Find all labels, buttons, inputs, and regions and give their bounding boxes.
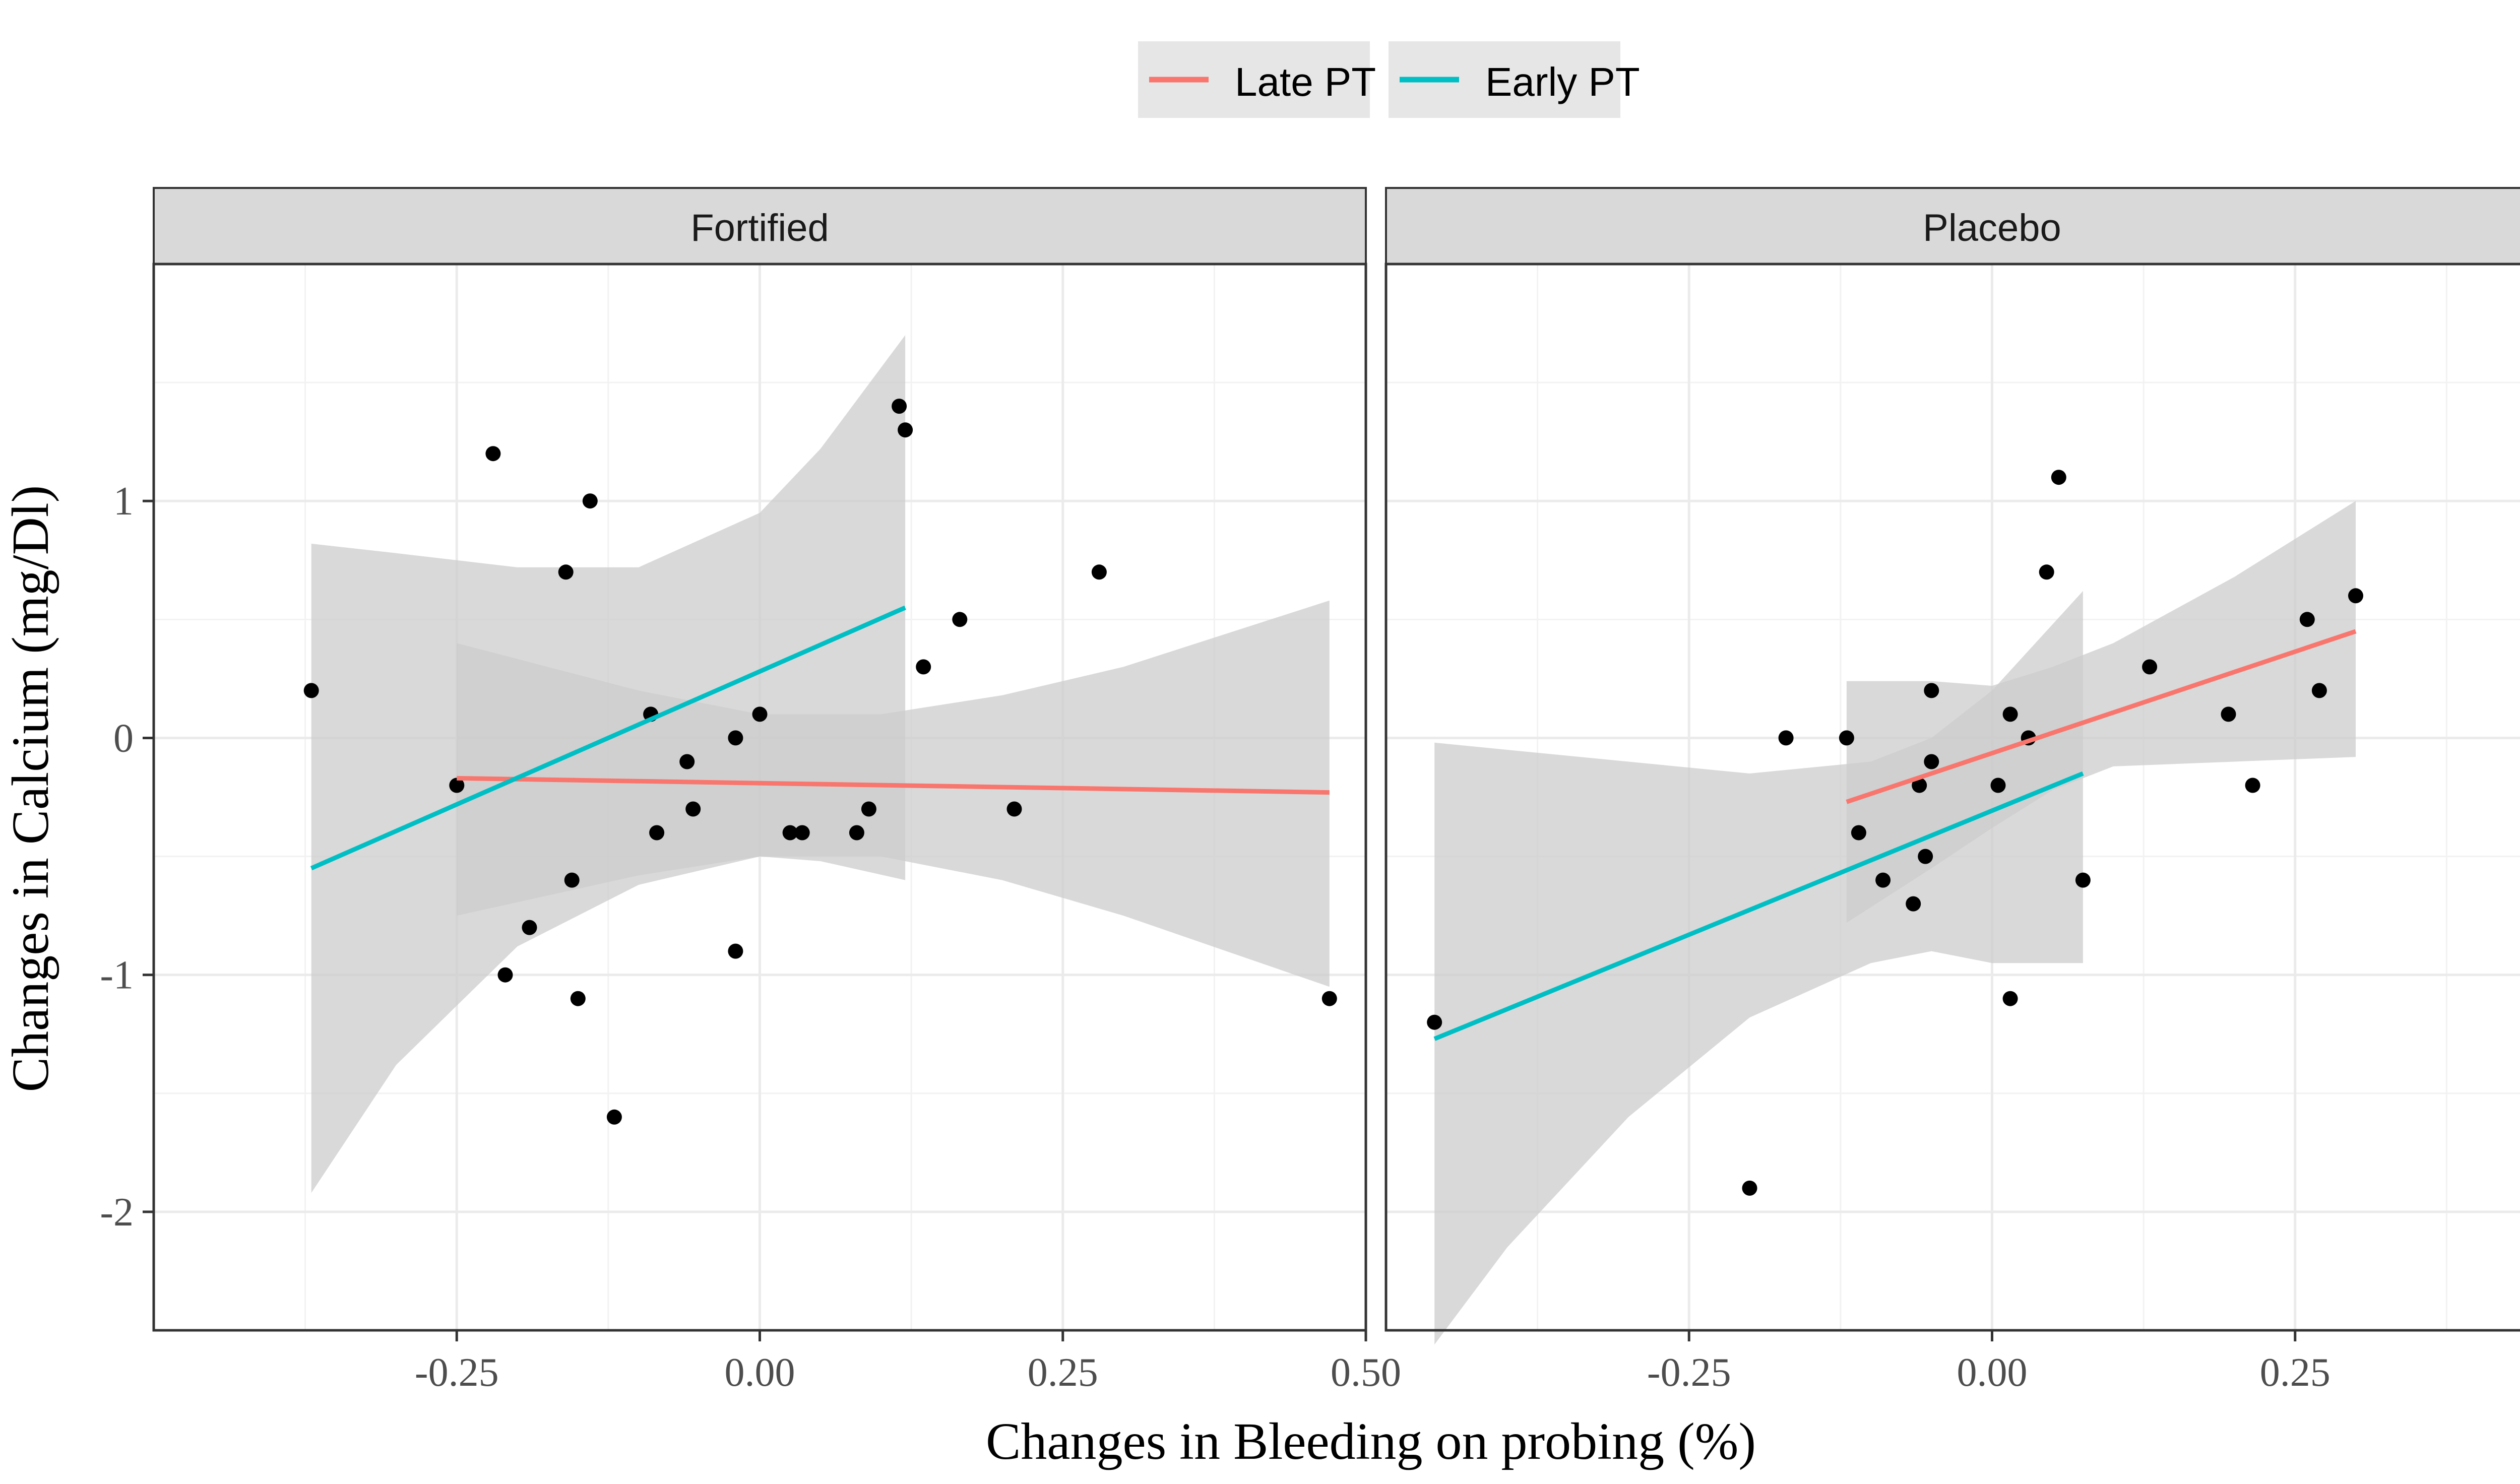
data-point bbox=[1875, 872, 1891, 888]
x-tick-label: 0.00 bbox=[725, 1350, 795, 1395]
data-point bbox=[303, 683, 319, 698]
data-point bbox=[1321, 991, 1337, 1006]
data-point bbox=[1918, 849, 1933, 864]
x-tick-label: 0.00 bbox=[1957, 1350, 2028, 1395]
data-point bbox=[649, 825, 665, 841]
data-point bbox=[2002, 991, 2018, 1006]
data-point bbox=[861, 801, 876, 817]
data-point bbox=[898, 422, 913, 438]
data-point bbox=[1906, 896, 1921, 912]
facet-title-placebo: Placebo bbox=[1923, 207, 2061, 249]
data-point bbox=[1839, 730, 1854, 746]
data-point bbox=[1912, 778, 1927, 793]
x-tick-label: -0.25 bbox=[415, 1350, 499, 1395]
legend: Late PT Early PT bbox=[1138, 41, 1640, 118]
data-point bbox=[1924, 683, 1939, 698]
data-point bbox=[685, 801, 701, 817]
data-point bbox=[916, 659, 931, 675]
facet-strip-fortified bbox=[153, 187, 1367, 265]
data-point bbox=[1851, 825, 1866, 841]
y-axis-title: Changes in Calcium (mg/Dl) bbox=[2, 485, 59, 1092]
regression-line-late-pt bbox=[1846, 629, 2357, 804]
data-point bbox=[2051, 470, 2066, 485]
data-point bbox=[2348, 588, 2363, 604]
data-point bbox=[1778, 730, 1794, 746]
data-point bbox=[582, 493, 598, 509]
x-tick-label: -0.25 bbox=[1647, 1350, 1731, 1395]
data-point bbox=[794, 825, 810, 841]
data-point bbox=[679, 754, 695, 769]
data-point bbox=[564, 872, 580, 888]
data-point bbox=[728, 730, 743, 746]
legend-label-early-pt: Early PT bbox=[1485, 59, 1640, 104]
data-point bbox=[1742, 1180, 1757, 1196]
x-tick-label: 0.25 bbox=[2260, 1350, 2330, 1395]
facet-title-fortified: Fortified bbox=[690, 207, 829, 249]
data-point bbox=[570, 991, 586, 1006]
panels: Fortified -0.25 0.00 0.25 0.50 -2 -1 0 1 Placebo -… bbox=[100, 187, 2520, 1395]
x-axis-title: Changes in Bleeding on probing (%) bbox=[986, 1412, 1756, 1470]
data-point bbox=[1990, 778, 2006, 793]
panel-fortified: Fortified -0.25 0.00 0.25 0.50 -2 -1 0 1 bbox=[100, 187, 1401, 1395]
data-point bbox=[2039, 564, 2054, 580]
data-point bbox=[449, 778, 465, 793]
legend-label-late-pt: Late PT bbox=[1235, 59, 1376, 104]
data-point bbox=[2245, 778, 2260, 793]
data-point bbox=[2002, 706, 2018, 722]
data-point bbox=[782, 825, 798, 841]
data-point bbox=[1091, 564, 1107, 580]
data-point bbox=[2142, 659, 2158, 675]
y-tick-label: 1 bbox=[113, 479, 134, 524]
regression-line-early-pt bbox=[310, 605, 906, 871]
y-tick-label: 0 bbox=[113, 716, 134, 760]
data-point bbox=[1924, 754, 1939, 769]
data-point bbox=[892, 399, 907, 414]
y-tick-label: -2 bbox=[100, 1190, 134, 1235]
data-point bbox=[2311, 683, 2327, 698]
data-point bbox=[497, 967, 513, 983]
data-point bbox=[849, 825, 864, 841]
data-point bbox=[2075, 872, 2091, 888]
data-point bbox=[606, 1109, 622, 1125]
x-tick-label: 0.25 bbox=[1028, 1350, 1098, 1395]
data-point bbox=[752, 706, 768, 722]
data-point bbox=[2221, 706, 2236, 722]
data-point bbox=[728, 943, 743, 959]
data-point bbox=[522, 920, 537, 935]
data-point bbox=[2299, 612, 2315, 627]
x-tick-label: 0.50 bbox=[1331, 1350, 1401, 1395]
data-point bbox=[952, 612, 968, 627]
data-point bbox=[1006, 801, 1022, 817]
y-tick-label: -1 bbox=[100, 953, 134, 998]
confidence-band-early-pt bbox=[311, 335, 906, 1193]
panel-placebo: Placebo-0.250.000.250.50 bbox=[1384, 187, 2520, 1395]
regression-line-late-pt bbox=[457, 776, 1330, 795]
data-point bbox=[558, 564, 574, 580]
data-point bbox=[1427, 1014, 1442, 1030]
regression-line-early-pt bbox=[1433, 771, 2084, 1041]
data-point bbox=[485, 446, 501, 462]
